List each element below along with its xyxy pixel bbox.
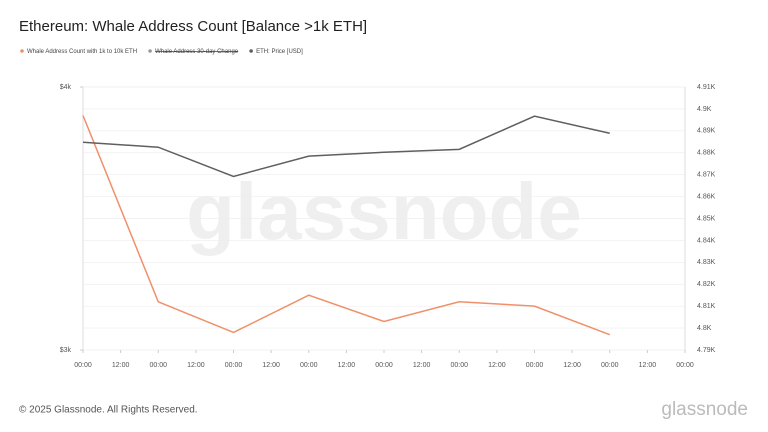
x-tick-label: 12:00 [338, 362, 356, 369]
logo: glassnode [661, 399, 748, 420]
legend-swatch [249, 49, 253, 53]
chart-title: Ethereum: Whale Address Count [Balance >… [19, 18, 367, 35]
x-tick-label: 00:00 [74, 362, 92, 369]
x-tick-label: 00:00 [225, 362, 243, 369]
x-tick-label: 00:00 [601, 362, 619, 369]
x-tick-label: 12:00 [187, 362, 205, 369]
y-tick-label: $4k [60, 84, 72, 91]
x-tick-label: 12:00 [262, 362, 280, 369]
x-tick-label: 00:00 [676, 362, 694, 369]
series-line [82, 115, 610, 178]
x-tick-label: 12:00 [563, 362, 581, 369]
y2-tick-label: 4.89K [697, 128, 716, 135]
y2-tick-label: 4.86K [697, 193, 716, 200]
x-tick-label: 00:00 [149, 362, 167, 369]
x-tick-label: 12:00 [639, 362, 657, 369]
series-line [82, 115, 611, 336]
y2-tick-label: 4.83K [697, 259, 716, 266]
legend-label: ETH: Price [USD] [256, 49, 303, 55]
y2-tick-label: 4.85K [697, 215, 716, 222]
y2-tick-label: 4.8K [697, 325, 712, 332]
y2-tick-label: 4.82K [697, 281, 716, 288]
y-tick-label: $3k [60, 347, 72, 354]
y2-tick-label: 4.84K [697, 237, 716, 244]
legend-swatch [20, 49, 24, 53]
y2-tick-label: 4.91K [697, 84, 716, 91]
x-tick-label: 00:00 [375, 362, 393, 369]
y2-tick-label: 4.88K [697, 150, 716, 157]
legend-label: Whale Address 30-day Change [155, 49, 239, 55]
legend-label: Whale Address Count with 1k to 10k ETH [27, 49, 137, 55]
legend-swatch [148, 49, 152, 53]
y2-tick-label: 4.87K [697, 172, 716, 179]
x-tick-label: 12:00 [488, 362, 506, 369]
footer: © 2025 Glassnode. All Rights Reserved. [19, 405, 198, 416]
x-tick-label: 12:00 [413, 362, 431, 369]
watermark: glassnode [186, 167, 582, 256]
y2-tick-label: 4.9K [697, 106, 712, 113]
x-tick-label: 00:00 [300, 362, 318, 369]
x-tick-label: 00:00 [526, 362, 544, 369]
x-tick-label: 12:00 [112, 362, 130, 369]
y2-tick-label: 4.81K [697, 303, 716, 310]
x-tick-label: 00:00 [450, 362, 468, 369]
y2-tick-label: 4.79K [697, 347, 716, 354]
